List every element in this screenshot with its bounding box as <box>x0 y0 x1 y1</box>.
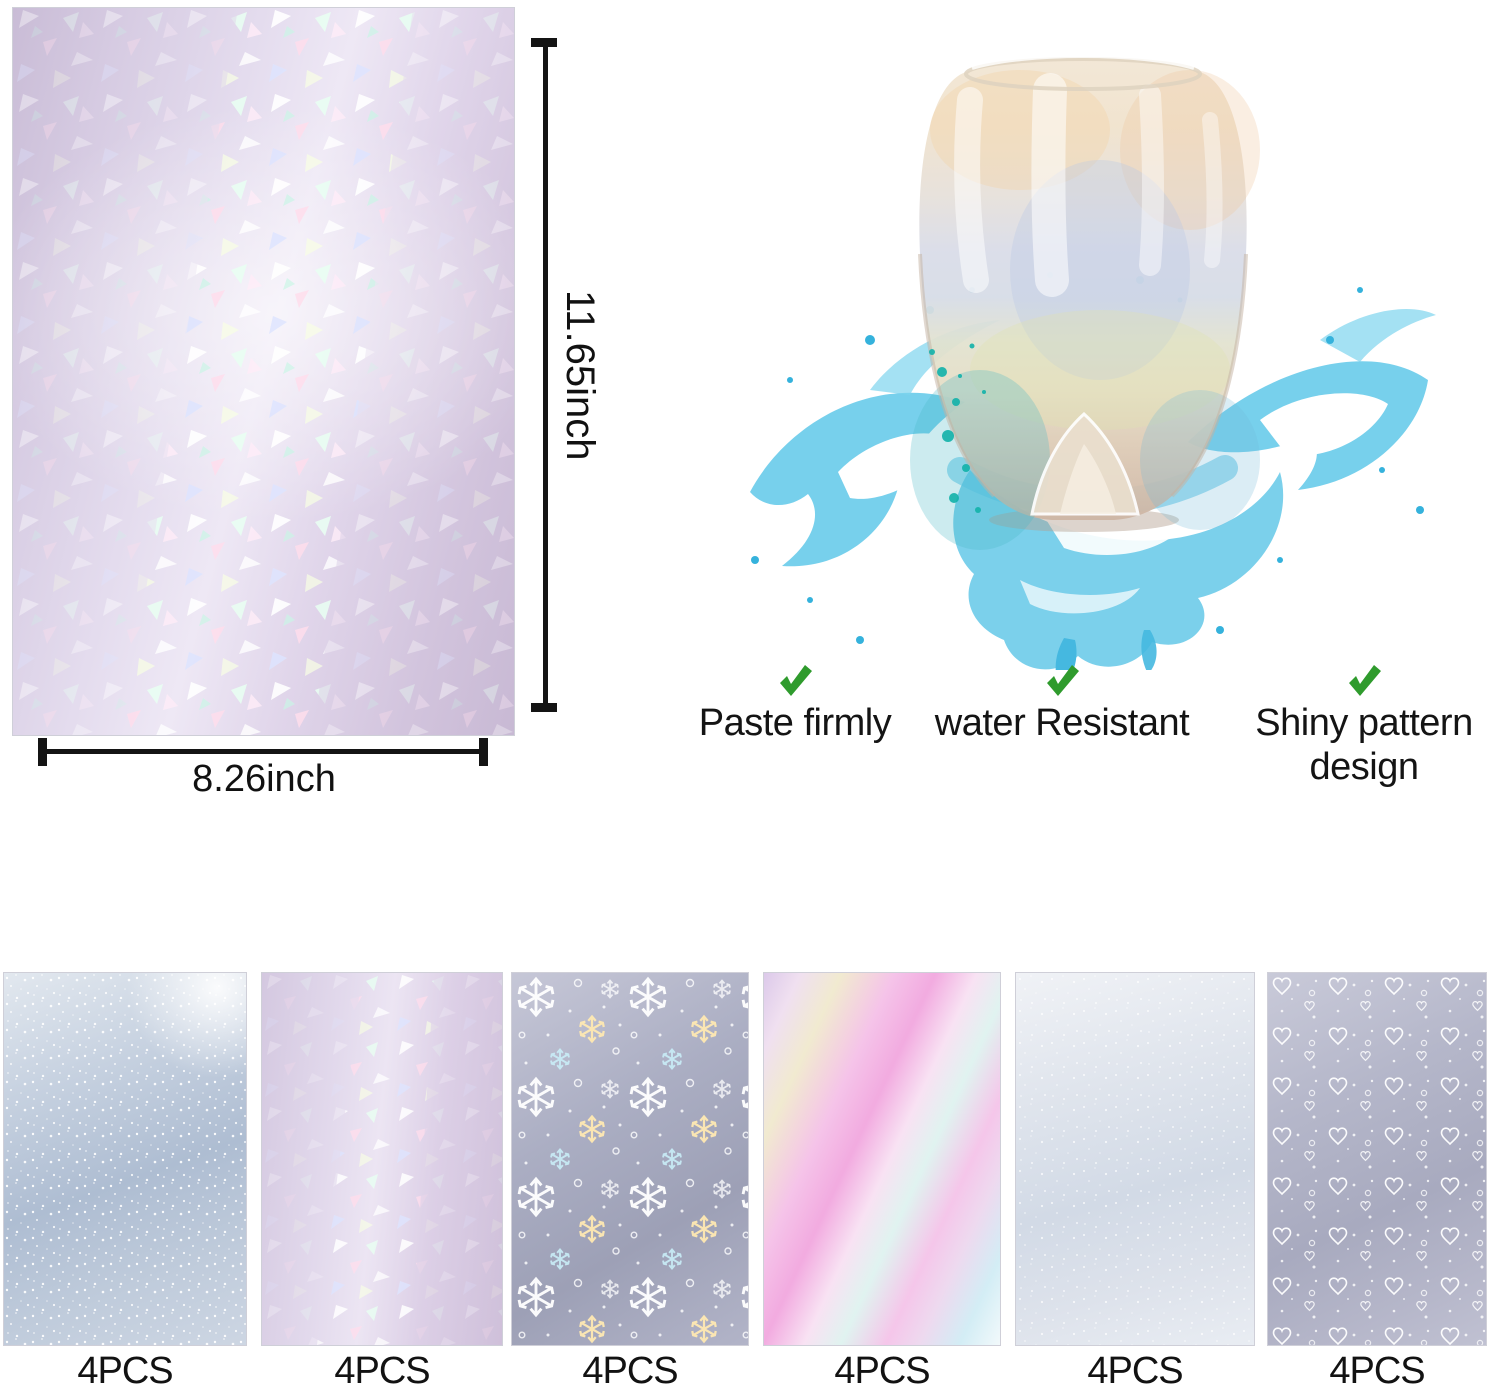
feature-label: water Resistant <box>934 702 1190 744</box>
height-ruler-cap-top <box>531 38 557 47</box>
snowflake-texture <box>512 973 748 1345</box>
width-ruler-line <box>42 749 486 754</box>
quantity-label: 4PCS <box>834 1350 930 1392</box>
glitter-texture <box>4 973 246 1345</box>
feature-label: Shiny pattern design <box>1255 702 1473 788</box>
width-ruler-cap-right <box>479 738 488 766</box>
sample-sheet-rainbow <box>763 972 1001 1346</box>
feature-water-resistant: water Resistant <box>922 664 1202 746</box>
sparkle-texture <box>1016 973 1254 1345</box>
sample-sheet-shattered-glass <box>261 972 503 1346</box>
width-ruler-cap-left <box>38 738 47 766</box>
iridescent-glass-cup <box>910 54 1260 550</box>
quantity-label: 4PCS <box>1087 1350 1183 1392</box>
sample-sheet-snowflakes <box>511 972 749 1346</box>
heart-texture <box>1268 973 1486 1345</box>
quantity-label: 4PCS <box>1329 1350 1425 1392</box>
green-check-icon <box>780 665 812 696</box>
teal-droplets <box>929 343 986 513</box>
width-dimension-label: 8.26inch <box>192 758 336 800</box>
glass-body <box>919 57 1247 520</box>
green-check-icon <box>1349 665 1381 696</box>
glass-rim <box>964 57 1202 91</box>
shattered-glass-texture <box>262 973 502 1345</box>
glass-splash-photo <box>750 54 1436 670</box>
feature-paste-firmly: Paste firmly <box>690 664 900 746</box>
height-ruler-cap-bottom <box>531 703 557 712</box>
sample-sheet-glitter <box>3 972 247 1346</box>
sample-sheet-sparkle <box>1015 972 1255 1346</box>
quantity-label: 4PCS <box>582 1350 678 1392</box>
height-ruler-line <box>543 40 548 710</box>
shattered-glass-texture <box>13 8 514 735</box>
feature-label: Paste firmly <box>698 702 892 744</box>
sample-sheet-hearts <box>1267 972 1487 1346</box>
feature-shiny-pattern: Shiny pattern design <box>1234 664 1494 789</box>
height-dimension-label: 11.65inch <box>558 289 602 461</box>
main-sample-sheet <box>12 7 515 736</box>
quantity-label: 4PCS <box>334 1350 430 1392</box>
quantity-label: 4PCS <box>77 1350 173 1392</box>
green-check-icon <box>1047 665 1079 696</box>
